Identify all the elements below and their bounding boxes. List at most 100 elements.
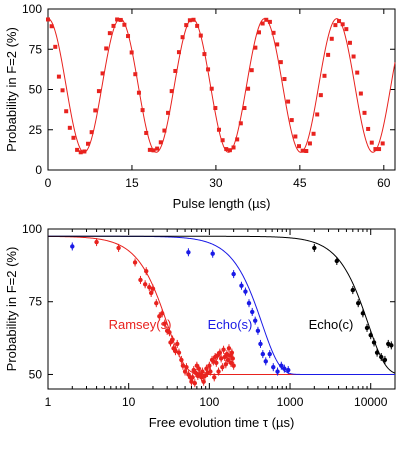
rabi-data-point [362,110,367,115]
rabi-data-point [227,148,232,153]
rabi-data-point [122,22,127,27]
rabi-data-point [136,90,141,95]
rabi-data-point [191,17,196,22]
rabi-data-point [82,149,87,154]
rabi-data-point [86,141,91,146]
rabi-data-point [96,89,101,94]
rabi-data-point [93,108,98,113]
rabi-data-point [89,130,94,135]
rabi-data-point [344,27,349,32]
rabi-data-point [235,137,240,142]
decay-data-point [142,282,148,287]
decay-data-point [279,363,284,368]
rabi-data-point [118,17,123,22]
decay-data-point [221,347,226,352]
rabi-data-point [282,77,287,82]
decay-data-point [368,332,373,338]
y-tick-label-top: 100 [22,2,42,16]
plot-frame-bottom [47,228,396,390]
decay-data-point [258,341,263,347]
rabi-data-point [311,131,316,136]
decay-data-point [70,244,75,249]
decay-data-point [199,375,204,380]
rabi-data-point [264,17,269,22]
decay-data-point [116,245,121,251]
y-tick-label-top: 0 [35,163,42,177]
decay-data-point [190,375,195,380]
rabi-data-point [304,149,309,154]
rabi-data-point [111,23,116,28]
y-tick-label-bottom: 100 [22,222,42,236]
decay-data-point [389,343,394,348]
rabi-data-point [307,141,312,146]
x-axis-label-top: Pulse length (µs) [173,196,271,211]
rabi-data-point [158,140,163,145]
decay-data-point [214,360,219,366]
rabi-data-point [242,106,247,111]
rabi-data-point [355,70,360,75]
rabi-data-point [271,30,276,35]
decay-data-point [230,356,235,361]
rabi-data-point [129,50,134,55]
rabi-data-point [267,19,272,24]
rabi-data-point [358,91,363,96]
rabi-data-point [315,112,320,117]
rabi-data-point [300,148,305,153]
rabi-data-point [249,68,254,73]
rabi-data-point [209,86,214,91]
rabi-data-point [166,110,171,115]
x-tick-label-top: 30 [209,176,223,190]
decay-data-point [379,354,384,360]
decay-data-point [159,311,165,316]
rabi-data-point [289,118,294,123]
decay-data-point [225,357,231,363]
y-axis-label-bottom: Probability in F=2 (%) [4,247,19,372]
decay-data-point [167,330,172,335]
rabi-data-point [100,71,105,76]
rabi-data-point [256,30,261,35]
rabi-data-point [107,31,112,36]
decay-data-point [243,289,248,294]
decay-data-point [260,351,266,357]
decay-data-point [170,337,175,342]
rabi-data-point [253,45,258,50]
rabi-data-point [322,73,327,78]
rabi-data-point [187,18,192,23]
rabi-data-point [71,135,76,140]
rabi-data-point [115,17,120,22]
decay-data-point [229,350,235,355]
decay-data-point [255,328,261,334]
rabi-data-point [297,144,302,149]
decay-data-point [231,363,236,368]
decay-data-point [176,350,182,355]
decay-data-point [252,318,258,323]
decay-data-point [138,277,143,283]
decay-data-point [215,353,220,358]
rabi-data-point [176,50,181,55]
x-tick-label-top: 15 [125,176,139,190]
series-label: Echo(c) [309,317,354,332]
rabi-data-point [333,23,338,28]
rabi-data-point [373,147,378,152]
rabi-data-point [104,46,109,51]
decay-data-point [360,311,366,316]
rabi-data-point [213,106,218,111]
rabi-data-point [133,72,138,77]
rabi-data-point [56,74,61,79]
decay-data-point [162,321,167,326]
rabi-data-point [340,22,345,27]
rabi-data-point [275,42,280,47]
decay-data-point [312,245,317,251]
decay-data-point [271,364,276,370]
decay-data-point [216,369,221,374]
decay-data-point [263,359,268,364]
decay-data-point [196,366,202,371]
decay-data-point [275,369,280,374]
rabi-data-point [224,147,229,152]
rabi-data-point [351,54,356,59]
rabi-fit-curve [47,18,396,153]
decay-data-point [282,366,287,371]
rabi-data-point [180,35,185,40]
rabi-data-point [337,19,342,24]
rabi-data-point [155,146,160,151]
